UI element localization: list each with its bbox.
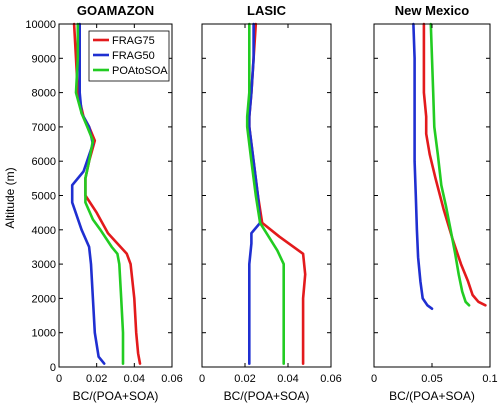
- y-tick-label: 2000: [32, 293, 56, 305]
- legend-label: FRAG75: [112, 35, 155, 47]
- series-line-poatosoa: [429, 22, 471, 307]
- legend-label: FRAG50: [112, 50, 155, 62]
- x-tick-label: 0.05: [421, 373, 442, 385]
- x-tick-label: 0.02: [234, 373, 255, 385]
- panel-title: New Mexico: [395, 3, 469, 18]
- panel-1: 0 0.02 0.04 0.06 0 1000 2000 3000 4000 5000 6000 70…: [25, 3, 182, 403]
- y-axis-label: Altitude (m): [3, 167, 17, 228]
- x-tick-label: 0: [371, 373, 377, 385]
- series-line-poatosoa: [74, 22, 125, 365]
- y-tick-label: 3000: [32, 259, 56, 271]
- x-axis-label: BC/(POA+SOA): [73, 389, 159, 403]
- y-tick-label: 4000: [32, 225, 56, 237]
- y-tick-label: 1000: [32, 328, 56, 340]
- x-tick-label: 0.06: [320, 373, 341, 385]
- legend-label: POAtoSOA: [112, 65, 168, 77]
- axes-box: [201, 23, 332, 368]
- x-tick-label: 0.1: [482, 373, 497, 385]
- x-tick-label: 0: [56, 373, 62, 385]
- y-tick-label: 5000: [32, 191, 56, 203]
- x-tick-label: 0.04: [277, 373, 298, 385]
- panel-2: 0 0.02 0.04 0.06 LASIC BC/(POA+SOA): [199, 3, 342, 403]
- y-tick-label: 9000: [32, 53, 56, 65]
- series-line-frag50: [412, 22, 434, 311]
- x-tick-label: 0.02: [86, 373, 107, 385]
- panel-title: LASIC: [247, 3, 287, 18]
- x-axis-label: BC/(POA+SOA): [224, 389, 310, 403]
- x-tick-label: 0.04: [124, 373, 145, 385]
- y-tick-label: 7000: [32, 122, 56, 134]
- y-tick-label: 10000: [25, 19, 56, 31]
- panel-3: 0 0.05 0.1 New Mexico BC/(POA+SOA): [371, 3, 498, 403]
- y-tick-label: 6000: [32, 156, 56, 168]
- x-tick-label: 0.06: [161, 373, 182, 385]
- series-line-frag75: [422, 22, 487, 307]
- legend: FRAG75 FRAG50 POAtoSOA: [88, 30, 170, 82]
- x-tick-label: 0: [199, 373, 205, 385]
- panel-title: GOAMAZON: [77, 3, 154, 18]
- x-axis-label: BC/(POA+SOA): [389, 389, 475, 403]
- series-line-frag50: [70, 22, 106, 365]
- series-line-poatosoa: [245, 22, 286, 365]
- y-tick-label: 0: [50, 362, 56, 374]
- panels: 0 0.02 0.04 0.06 0 1000 2000 3000 4000 5000 6000 70…: [25, 3, 497, 403]
- y-tick-label: 8000: [32, 88, 56, 100]
